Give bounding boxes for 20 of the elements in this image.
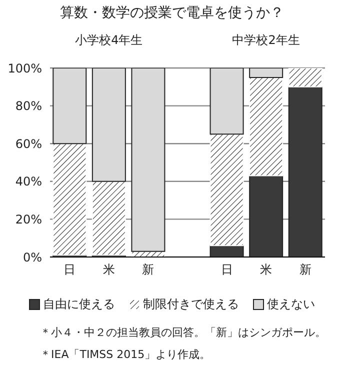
y-tick-label: 100% bbox=[8, 61, 42, 76]
y-tick-label: 20% bbox=[15, 212, 42, 226]
text: ＊小４・中２の担当教員の回答。「新」はシンガポール。 bbox=[40, 325, 326, 340]
y-tick-label: 40% bbox=[15, 174, 42, 189]
y-tick-label: 0% bbox=[22, 250, 42, 264]
legend-label: 制限付きで使える bbox=[142, 297, 239, 311]
x-tick-label: 日 bbox=[64, 262, 76, 277]
legend-label: 使えない bbox=[266, 297, 315, 311]
x-tick-label: 新 bbox=[142, 262, 154, 277]
legend-label: 自由に使える bbox=[42, 297, 115, 311]
text: 小学校4年生 bbox=[74, 32, 144, 49]
x-tick-label: 米 bbox=[260, 262, 272, 277]
text: ＊IEA「TIMSS 2015」より作成。 bbox=[40, 347, 211, 362]
y-tick-label: 80% bbox=[15, 99, 42, 114]
x-tick-label: 新 bbox=[299, 262, 312, 277]
text: 中学校2年生 bbox=[231, 32, 301, 49]
chart-title: 算数・数学の授業で電卓を使うか？ bbox=[59, 4, 285, 22]
y-tick-label: 60% bbox=[15, 136, 42, 151]
x-tick-label: 米 bbox=[102, 262, 115, 277]
x-tick-label: 日 bbox=[220, 262, 233, 277]
